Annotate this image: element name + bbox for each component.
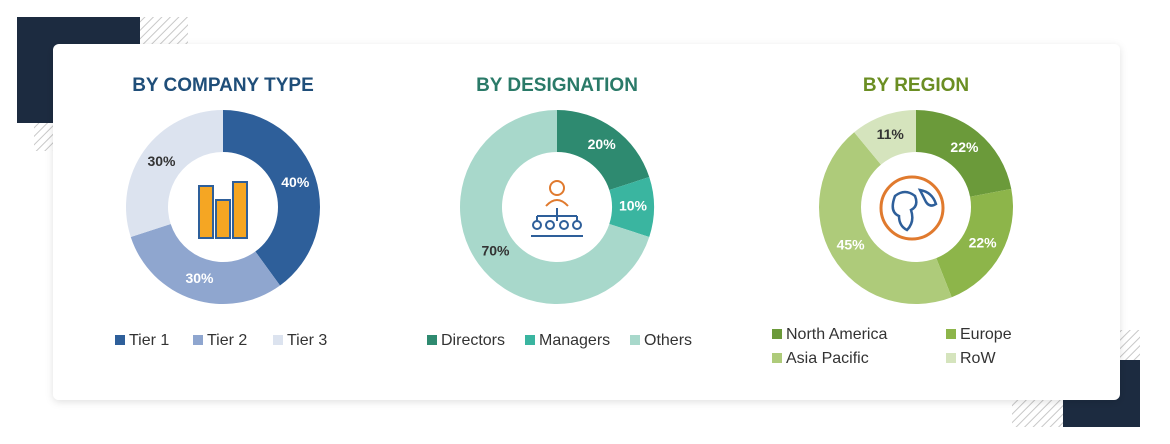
value-label: 11% <box>877 126 905 142</box>
legend-label: RoW <box>960 350 996 367</box>
legend-swatch <box>115 335 125 345</box>
legend-swatch <box>946 353 956 363</box>
legend-swatch <box>772 353 782 363</box>
chart-title: BY DESIGNATION <box>476 75 638 96</box>
chart-title: BY COMPANY TYPE <box>132 75 314 96</box>
decor-hatch <box>140 17 188 45</box>
legend-swatch <box>427 335 437 345</box>
legend-swatch <box>273 335 283 345</box>
donut-slice <box>130 223 281 304</box>
globe-icon <box>879 175 945 241</box>
legend-swatch <box>525 335 535 345</box>
legend-swatch <box>630 335 640 345</box>
value-label: 40% <box>281 174 310 190</box>
value-label: 45% <box>837 236 866 252</box>
legend-swatch <box>946 329 956 339</box>
value-label: 70% <box>481 242 510 258</box>
donut-slice <box>854 110 916 165</box>
value-label: 30% <box>147 153 176 169</box>
card <box>53 44 1120 400</box>
people-icon <box>531 180 583 237</box>
donut-slice <box>819 132 952 304</box>
legend-swatch <box>193 335 203 345</box>
legend-label: Tier 2 <box>207 332 247 349</box>
charts: BY COMPANY TYPE 40% Tier 1 30% Tier 2 30% Tier… <box>115 75 1013 367</box>
donut-slice <box>557 110 650 191</box>
legend-label: Europe <box>960 326 1012 343</box>
buildings-icon <box>198 181 248 239</box>
legend-label: Asia Pacific <box>786 350 869 367</box>
legend-swatch <box>772 329 782 339</box>
decor-hatch <box>34 123 53 151</box>
legend-label: Managers <box>539 332 610 349</box>
value-label: 22% <box>969 234 998 250</box>
value-label: 10% <box>619 198 648 214</box>
legend-label: Tier 1 <box>129 332 169 349</box>
legend-label: Directors <box>441 332 505 349</box>
donut-slice <box>460 110 650 304</box>
legend-label: Tier 3 <box>287 332 327 349</box>
donut-slice <box>223 110 320 286</box>
donut-slice <box>125 110 223 237</box>
legend-label: North America <box>786 326 887 343</box>
legend-label: Others <box>644 332 692 349</box>
donut-slice <box>609 177 654 237</box>
value-label: 22% <box>950 139 979 155</box>
value-label: 20% <box>588 136 617 152</box>
donut-slice <box>916 110 1012 197</box>
donut-slice <box>936 188 1013 298</box>
chart-title: BY REGION <box>863 75 969 96</box>
value-label: 30% <box>185 270 214 286</box>
